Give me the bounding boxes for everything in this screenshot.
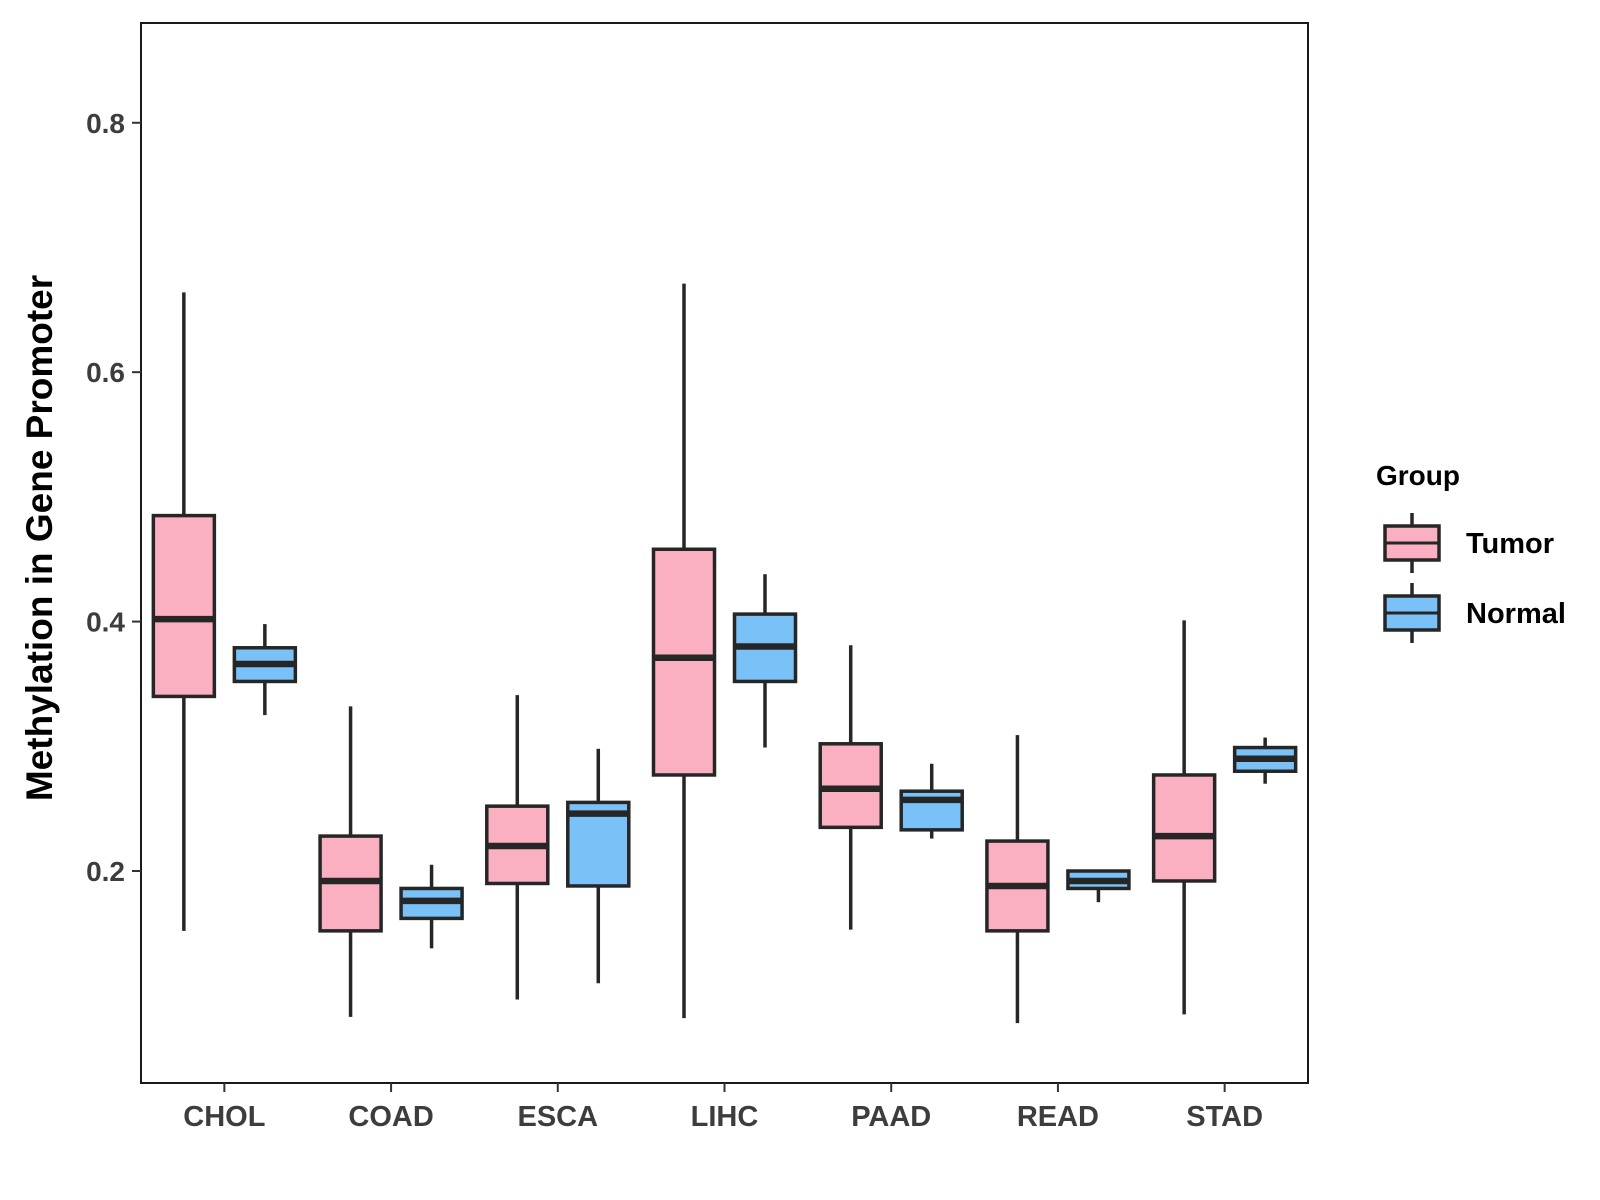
axes: 0.2 0.4 0.6 0.8 CHOL COAD ESCA LIHC PAAD READ STAD (86, 108, 1263, 1133)
y-axis-title: Methylation in Gene Promoter (19, 275, 60, 801)
x-tick-label: CHOL (183, 1101, 265, 1133)
box-normal-chol (232, 624, 298, 716)
box-tumor-stad (1151, 620, 1217, 1015)
legend: Group Tumor Normal (1376, 460, 1566, 643)
y-tick-label: 0.2 (86, 856, 125, 887)
box-marks (151, 283, 1298, 1024)
x-tick-label: READ (1017, 1101, 1099, 1133)
box-tumor-chol (151, 292, 217, 931)
box-iqr (1151, 773, 1217, 883)
box-normal-paad (899, 763, 964, 839)
box-iqr (651, 547, 717, 777)
y-tick-label: 0.4 (86, 607, 125, 638)
x-tick-label: COAD (348, 1101, 433, 1133)
box-tumor-read (985, 735, 1050, 1024)
y-tick-label: 0.6 (86, 357, 125, 388)
legend-item-tumor: Tumor (1383, 513, 1554, 573)
x-tick-label: ESCA (517, 1101, 598, 1133)
box-tumor-coad (318, 706, 383, 1017)
box-tumor-esca (485, 695, 550, 1000)
x-tick-label: LIHC (691, 1101, 759, 1133)
legend-label: Normal (1466, 598, 1566, 630)
legend-title: Group (1376, 460, 1460, 491)
x-tick-label: PAAD (851, 1101, 931, 1133)
box-tumor-lihc (651, 283, 717, 1019)
box-normal-stad (1232, 737, 1298, 784)
box-normal-lihc (732, 574, 798, 748)
box-tumor-paad (818, 645, 883, 930)
box-normal-coad (399, 864, 464, 949)
x-tick-label: STAD (1186, 1101, 1263, 1133)
box-iqr (151, 513, 217, 699)
legend-item-normal: Normal (1383, 583, 1566, 643)
y-tick-label: 0.8 (86, 108, 125, 139)
box-normal-read (1066, 869, 1131, 903)
legend-label: Tumor (1466, 528, 1554, 560)
box-normal-esca (566, 748, 631, 984)
